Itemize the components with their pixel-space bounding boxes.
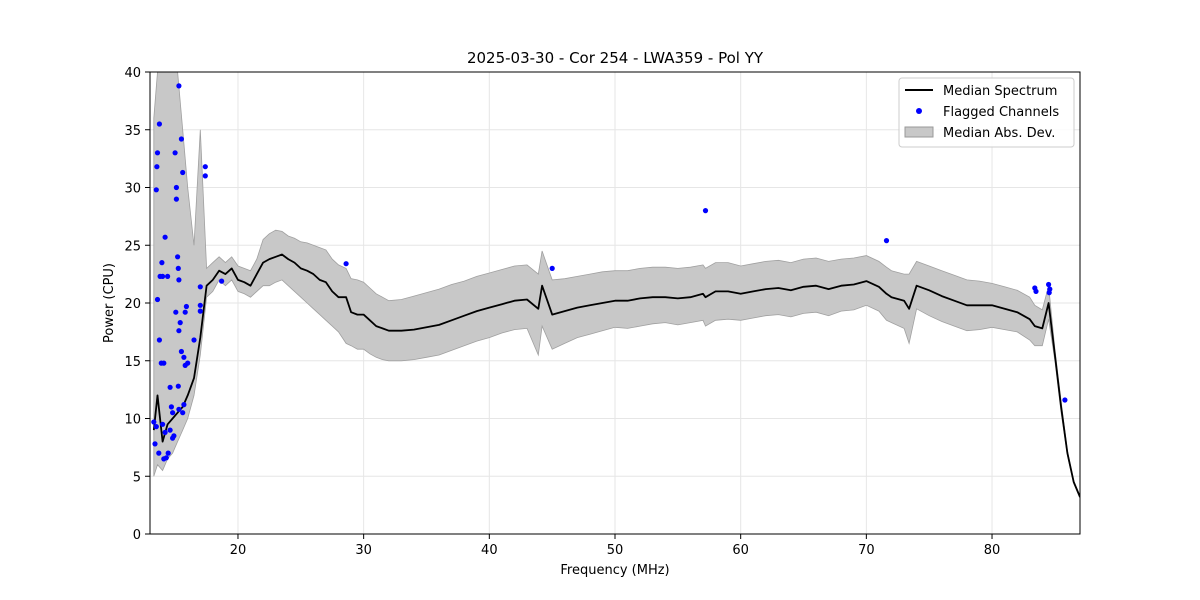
flagged-channel-point	[163, 455, 169, 461]
flagged-channel-point	[156, 121, 162, 127]
flagged-channel-point	[177, 320, 183, 326]
flagged-channel-point	[183, 303, 189, 310]
flagged-channel-point	[176, 277, 182, 283]
legend-fill-swatch	[904, 126, 934, 138]
legend: Median Spectrum Flagged Channels Median …	[898, 77, 1075, 148]
flagged-channel-point	[175, 383, 181, 389]
x-tick-label: 80	[984, 543, 1001, 558]
y-tick-label: 20	[124, 297, 141, 312]
flagged-channel-point	[175, 254, 181, 260]
mad-band	[153, 72, 1080, 499]
flagged-channel-point	[191, 337, 197, 343]
y-tick-label: 40	[124, 66, 141, 81]
flagged-channel-point	[181, 402, 187, 408]
flagged-channel-point	[702, 208, 709, 214]
y-tick-label: 30	[124, 182, 141, 197]
flagged-channel-point	[173, 184, 179, 191]
flagged-channel-point	[167, 384, 173, 390]
flagged-channel-point	[161, 360, 167, 366]
y-axis-label: Power (CPU)	[102, 263, 117, 343]
flagged-channel-point	[176, 406, 182, 412]
flagged-channel-point	[153, 424, 159, 430]
flagged-channel-point	[176, 83, 182, 89]
flagged-channel-point	[172, 150, 178, 156]
x-tick-label: 20	[230, 543, 247, 558]
y-tick-label: 10	[124, 413, 141, 428]
y-tick-label: 25	[124, 239, 141, 254]
flagged-channel-point	[549, 265, 555, 271]
flagged-channel-point	[197, 302, 203, 308]
flagged-channel-point	[197, 308, 203, 314]
flagged-channel-point	[152, 441, 158, 447]
y-tick-label: 15	[124, 355, 141, 370]
flagged-channel-point	[160, 273, 166, 279]
flagged-channel-point	[171, 433, 177, 439]
flagged-channel-point	[178, 136, 184, 142]
flagged-channel-point	[176, 328, 182, 334]
flagged-channel-point	[1047, 286, 1053, 292]
flagged-channel-point	[883, 238, 890, 244]
flagged-channel-point	[178, 348, 184, 355]
flagged-channel-point	[1062, 397, 1068, 403]
flagged-channel-point	[343, 261, 349, 267]
flagged-channel-point	[173, 196, 179, 202]
x-tick-label: 70	[858, 543, 875, 558]
flagged-channel-point	[162, 429, 168, 435]
flagged-channel-point	[175, 265, 181, 271]
x-tick-label: 50	[607, 543, 624, 558]
flagged-channel-point	[167, 427, 173, 433]
x-axis-label: Frequency (MHz)	[560, 563, 669, 578]
flagged-channel-point	[180, 410, 186, 416]
flagged-channel-point	[165, 273, 171, 279]
flagged-channel-point	[202, 164, 208, 170]
flagged-channel-point	[154, 296, 161, 303]
flagged-channel-point	[1046, 281, 1052, 288]
flagged-channel-point	[168, 404, 174, 410]
flagged-channel-point	[173, 309, 179, 315]
chart-title: 2025-03-30 - Cor 254 - LWA359 - Pol YY	[467, 49, 764, 67]
flagged-channel-point	[154, 150, 161, 156]
flagged-channel-point	[159, 260, 165, 266]
flagged-channel-point	[154, 164, 160, 170]
flagged-channel-point	[160, 421, 166, 427]
legend-box	[898, 77, 1075, 148]
flagged-channel-point	[202, 173, 208, 179]
flagged-channel-point	[1033, 288, 1039, 294]
flagged-channel-point	[162, 234, 168, 240]
flagged-channel-point	[219, 278, 225, 284]
y-tick-label: 0	[133, 528, 141, 543]
legend-marker-swatch	[916, 108, 922, 114]
flagged-channel-point	[180, 169, 186, 176]
flagged-channel-point	[153, 187, 159, 193]
flagged-channel-point	[156, 450, 162, 456]
flagged-channel-point	[197, 284, 203, 290]
flagged-channel-point	[156, 337, 162, 343]
y-axis-ticks: 0 5 10 15 20 25 30 35 40	[124, 66, 150, 543]
legend-flagged-channels: Flagged Channels	[943, 105, 1059, 120]
flagged-channel-point	[185, 360, 191, 366]
legend-median-abs-dev: Median Abs. Dev.	[943, 126, 1055, 141]
flagged-channel-point	[165, 450, 171, 456]
flagged-channel-point	[170, 410, 176, 416]
flagged-channel-point	[182, 309, 188, 315]
x-axis-ticks: 20 30 40 50 60 70 80	[230, 534, 1001, 558]
legend-median-spectrum: Median Spectrum	[943, 84, 1057, 99]
x-tick-label: 40	[481, 543, 498, 558]
plot-area	[151, 72, 1080, 499]
flagged-channel-point	[181, 354, 187, 360]
x-tick-label: 30	[355, 543, 372, 558]
y-tick-label: 5	[133, 470, 141, 485]
flagged-channel-point	[151, 419, 157, 425]
median-spectrum-line	[152, 253, 1080, 498]
y-tick-label: 35	[124, 124, 141, 139]
x-tick-label: 60	[732, 543, 749, 558]
